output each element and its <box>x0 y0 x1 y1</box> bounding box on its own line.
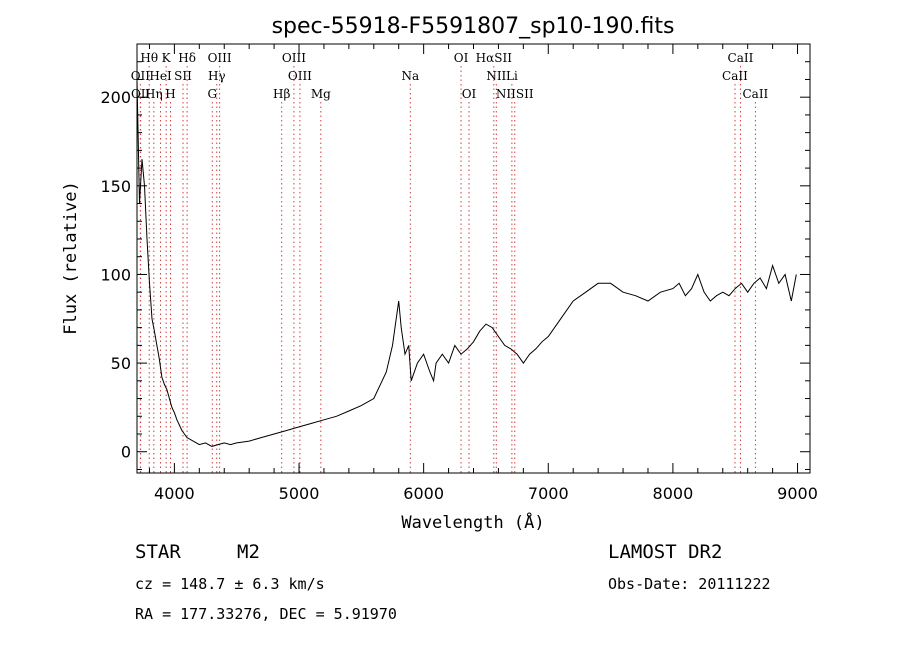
line-label-23: OI <box>462 87 477 101</box>
line-label-22: Mg <box>311 87 331 101</box>
line-label-15: Li <box>506 69 518 83</box>
line-label-7: CaII <box>728 51 754 65</box>
redshift-cz: cz = 148.7 ± 6.3 km/s <box>135 575 325 593</box>
line-label-21: Hβ <box>273 87 290 101</box>
x-tick-label-0: 4000 <box>154 484 195 503</box>
y-tick-label-0: 0 <box>121 443 131 462</box>
chart-title: spec-55918-F5591807_sp10-190.fits <box>272 14 675 39</box>
y-tick-label-1: 50 <box>111 354 131 373</box>
line-label-3: OIII <box>208 51 232 65</box>
plot-frame <box>136 43 811 474</box>
object-subclass: M2 <box>237 541 260 563</box>
line-label-9: HeI <box>149 69 172 83</box>
line-label-13: Na <box>401 69 419 83</box>
line-label-25: CaII <box>742 87 768 101</box>
line-label-0: Hθ <box>140 51 158 65</box>
spectral-lines: Hθ K Hδ OIII OIII OI HαSII CaII OII HeI SII Hγ OIII N… <box>131 51 769 473</box>
line-label-5: OI <box>454 51 469 65</box>
line-label-6: HαSII <box>476 51 513 65</box>
y-axis-label: Flux (relative) <box>61 181 81 335</box>
x-axis-label: Wavelength (Å) <box>401 511 544 533</box>
axis-ticks: 4000 5000 6000 7000 8000 9000 0 50 100 150 200 <box>100 44 818 503</box>
spectrum-line <box>136 79 797 447</box>
obs-date: Obs-Date: 20111222 <box>608 575 771 593</box>
line-label-8: OII <box>131 69 151 83</box>
line-label-10: SII <box>174 69 192 83</box>
line-label-2: Hδ <box>178 51 196 65</box>
line-label-20: G <box>207 87 217 101</box>
x-tick-label-2: 6000 <box>403 484 444 503</box>
line-label-4: OIII <box>282 51 306 65</box>
x-tick-label-5: 9000 <box>777 484 818 503</box>
line-label-1: K <box>162 51 172 65</box>
line-label-18: Hη <box>145 87 163 101</box>
line-label-12: OIII <box>288 69 312 83</box>
x-tick-label-3: 7000 <box>528 484 569 503</box>
object-class: STAR <box>135 541 181 563</box>
y-tick-label-2: 100 <box>100 265 131 284</box>
y-tick-label-4: 200 <box>100 88 131 107</box>
survey-name: LAMOST DR2 <box>608 541 723 563</box>
y-tick-label-3: 150 <box>100 177 131 196</box>
line-label-19: H <box>165 87 175 101</box>
x-tick-label-4: 8000 <box>653 484 694 503</box>
line-label-16: CaII <box>722 69 748 83</box>
line-label-11: Hγ <box>208 69 226 83</box>
ra-dec: RA = 177.33276, DEC = 5.91970 <box>135 605 397 623</box>
x-tick-label-1: 5000 <box>279 484 320 503</box>
line-label-24: NIISII <box>496 87 534 101</box>
line-label-14: NII <box>486 69 506 83</box>
